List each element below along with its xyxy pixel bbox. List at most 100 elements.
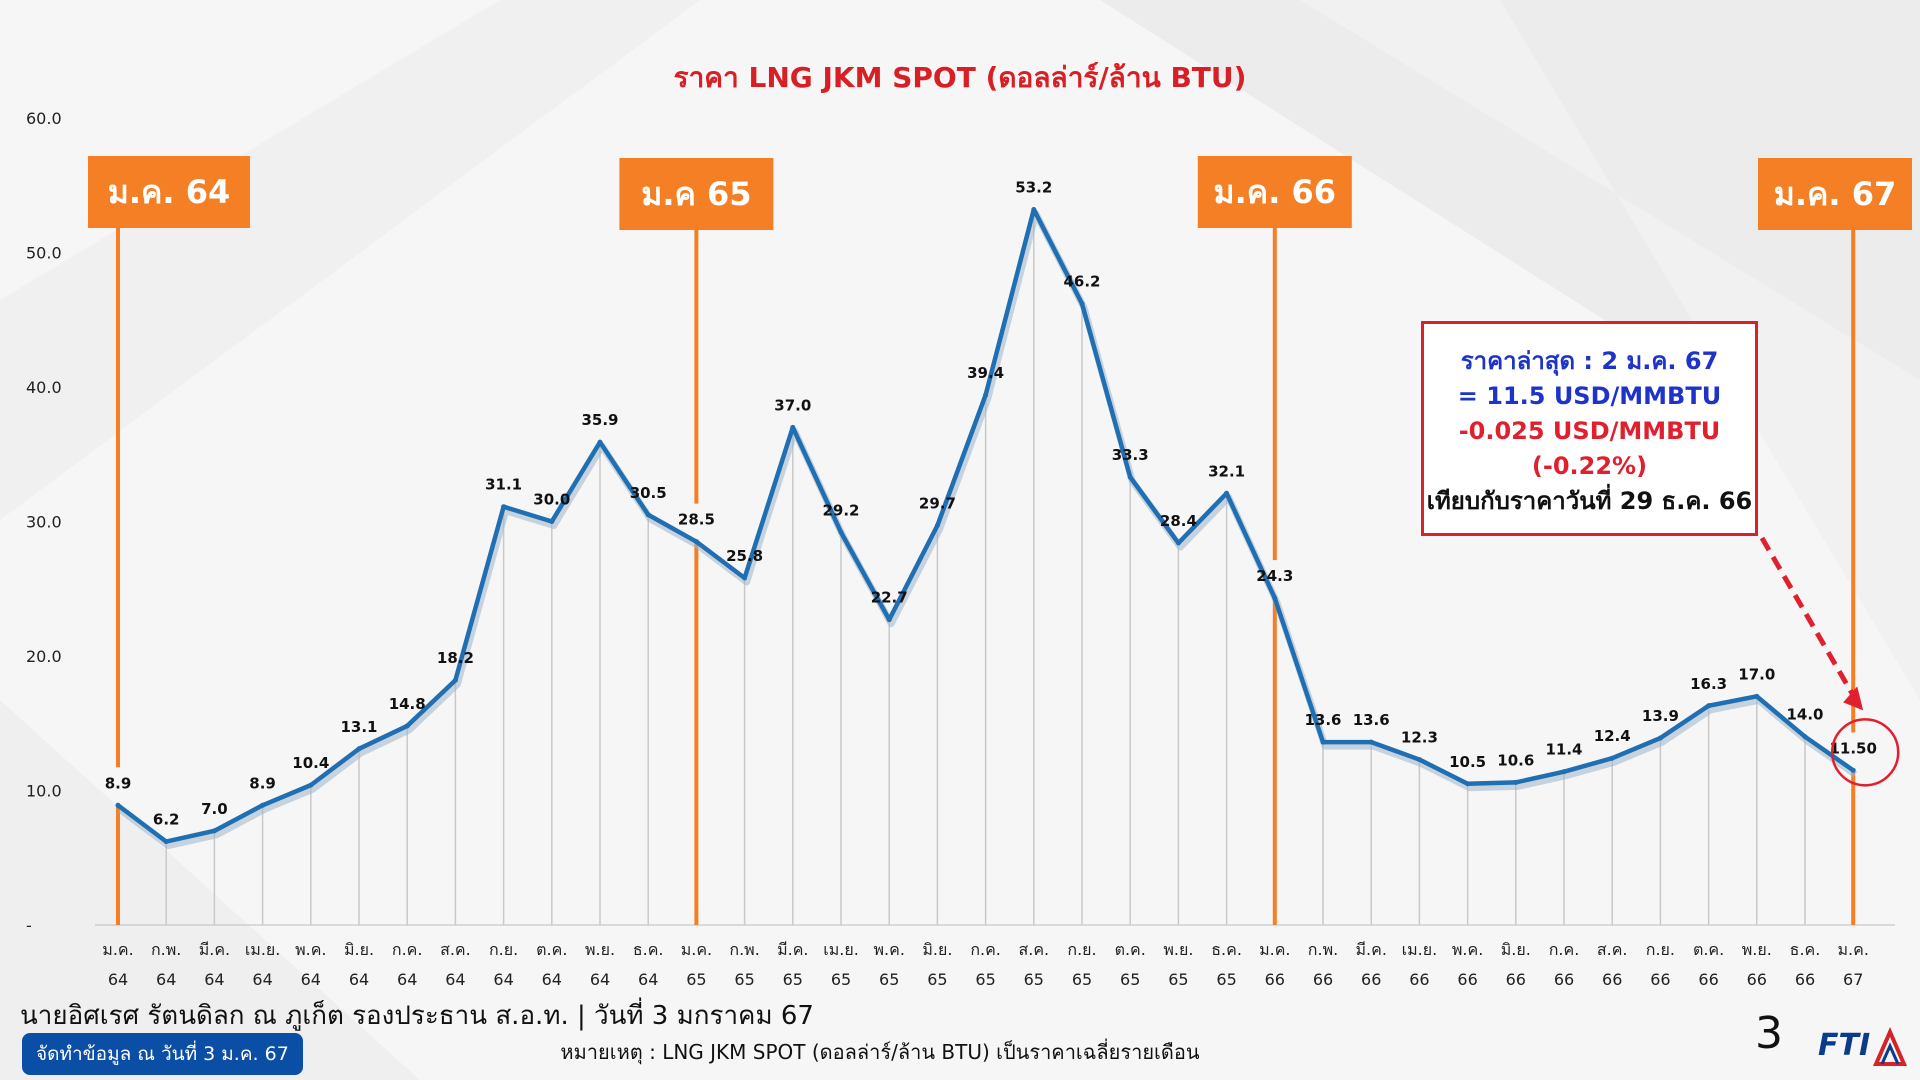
value-label: 53.2: [1015, 178, 1052, 196]
data-point: [983, 392, 989, 398]
data-point: [356, 746, 362, 752]
price-change-value: -0.025 USD/MMBTU: [1458, 417, 1721, 445]
x-tick-year: 66: [1698, 970, 1718, 989]
x-tick-year: 66: [1313, 970, 1333, 989]
fti-logo-text: FTI: [1818, 1028, 1871, 1063]
data-point: [1272, 595, 1278, 601]
series-line-shadow: [117, 209, 1858, 850]
x-tick-year: 65: [1120, 970, 1140, 989]
data-point: [693, 539, 699, 545]
value-label: 8.9: [105, 774, 132, 792]
price-change-percent: (-0.22%): [1531, 452, 1648, 480]
latest-price-date: ราคาล่าสุด : 2 ม.ค. 67: [1460, 347, 1719, 375]
data-point: [211, 828, 217, 834]
callout-arrow-head: [1843, 686, 1864, 711]
footnote: หมายเหตุ : LNG JKM SPOT (ดอลล่าร์/ล้าน B…: [0, 1036, 1920, 1068]
x-tick-year: 67: [1843, 970, 1863, 989]
x-tick-year: 65: [1072, 970, 1092, 989]
x-tick-year: 66: [1747, 970, 1767, 989]
value-label: 18.2: [437, 649, 474, 667]
y-tick-label: 10.0: [26, 782, 62, 801]
x-tick-month: เม.ย.: [823, 940, 859, 959]
data-point: [1706, 703, 1712, 709]
data-point: [1320, 739, 1326, 745]
x-tick-month: พ.ค.: [295, 940, 326, 959]
period-marker-label: ม.ค. 67: [1774, 175, 1896, 213]
value-label: 29.2: [822, 501, 859, 519]
x-tick-month: ธ.ค.: [1790, 940, 1821, 959]
x-tick-year: 65: [1024, 970, 1044, 989]
value-label: 30.0: [533, 491, 570, 509]
chart-title: ราคา LNG JKM SPOT (ดอลล่าร์/ล้าน BTU): [673, 61, 1247, 94]
x-tick-month: มิ.ย.: [922, 940, 952, 959]
x-tick-year: 66: [1409, 970, 1429, 989]
x-tick-month: ม.ค.: [1259, 940, 1290, 959]
data-point: [452, 677, 458, 683]
data-point: [790, 424, 796, 430]
period-marker-box: [619, 158, 774, 230]
data-point: [597, 439, 603, 445]
y-tick-label: 20.0: [26, 647, 62, 666]
fti-logo: FTI: [1818, 1022, 1908, 1070]
value-label: 14.0: [1786, 706, 1823, 724]
x-tick-month: มี.ค.: [777, 940, 808, 959]
x-tick-year: 65: [831, 970, 851, 989]
x-tick-month: พ.ค.: [1452, 940, 1483, 959]
value-label: 13.6: [1353, 711, 1390, 729]
x-tick-month: ก.ค.: [970, 940, 1001, 959]
latest-price-value: = 11.5 USD/MMBTU: [1457, 382, 1722, 410]
value-label: 25.8: [726, 547, 763, 565]
x-tick-month: พ.ย.: [1163, 940, 1193, 959]
data-point: [1561, 769, 1567, 775]
x-tick-year: 66: [1795, 970, 1815, 989]
x-tick-month: ก.ย.: [1646, 940, 1675, 959]
value-label: 13.6: [1304, 711, 1341, 729]
x-tick-month: พ.ย.: [585, 940, 615, 959]
x-tick-year: 66: [1361, 970, 1381, 989]
x-tick-year: 66: [1650, 970, 1670, 989]
x-tick-year: 64: [156, 970, 176, 989]
footnote-text: หมายเหตุ : LNG JKM SPOT (ดอลล่าร์/ล้าน B…: [560, 1040, 1200, 1064]
x-tick-year: 64: [445, 970, 465, 989]
value-label: 32.1: [1208, 462, 1245, 480]
value-label: 31.1: [485, 476, 522, 494]
period-marker-box: [88, 156, 250, 228]
value-label: 12.4: [1594, 727, 1631, 745]
data-point: [1802, 734, 1808, 740]
data-point: [1368, 739, 1374, 745]
value-label: 37.0: [774, 396, 811, 414]
x-tick-month: เม.ย.: [245, 940, 281, 959]
x-tick-year: 64: [638, 970, 658, 989]
x-tick-month: ก.ย.: [1067, 940, 1096, 959]
x-tick-year: 65: [879, 970, 899, 989]
x-tick-month: ก.พ.: [151, 940, 181, 959]
x-tick-year: 65: [1168, 970, 1188, 989]
value-label: 46.2: [1063, 273, 1100, 291]
x-tick-month: ก.ย.: [489, 940, 518, 959]
x-tick-year: 65: [1216, 970, 1236, 989]
y-tick-label: 30.0: [26, 513, 62, 532]
x-tick-month: มี.ค.: [199, 940, 230, 959]
x-tick-month: ธ.ค.: [633, 940, 664, 959]
x-tick-year: 64: [542, 970, 562, 989]
x-tick-year: 66: [1554, 970, 1574, 989]
x-tick-month: พ.ย.: [1742, 940, 1772, 959]
x-tick-month: ต.ค.: [1693, 940, 1724, 959]
x-tick-month: ต.ค.: [1115, 940, 1146, 959]
x-tick-year: 65: [927, 970, 947, 989]
x-tick-year: 64: [590, 970, 610, 989]
data-point: [1224, 490, 1230, 496]
value-label: 13.1: [340, 718, 377, 736]
x-tick-month: ก.ค.: [392, 940, 423, 959]
x-tick-month: ส.ค.: [1597, 940, 1628, 959]
data-point: [163, 839, 169, 845]
data-date-badge: จัดทำข้อมูล ณ วันที่ 3 ม.ค. 67: [22, 1033, 303, 1075]
callout-arrow-line: [1759, 536, 1860, 704]
data-point: [404, 723, 410, 729]
x-tick-year: 65: [783, 970, 803, 989]
value-label: 39.4: [967, 364, 1004, 382]
x-tick-month: ก.พ.: [729, 940, 759, 959]
x-tick-month: ส.ค.: [1018, 940, 1049, 959]
